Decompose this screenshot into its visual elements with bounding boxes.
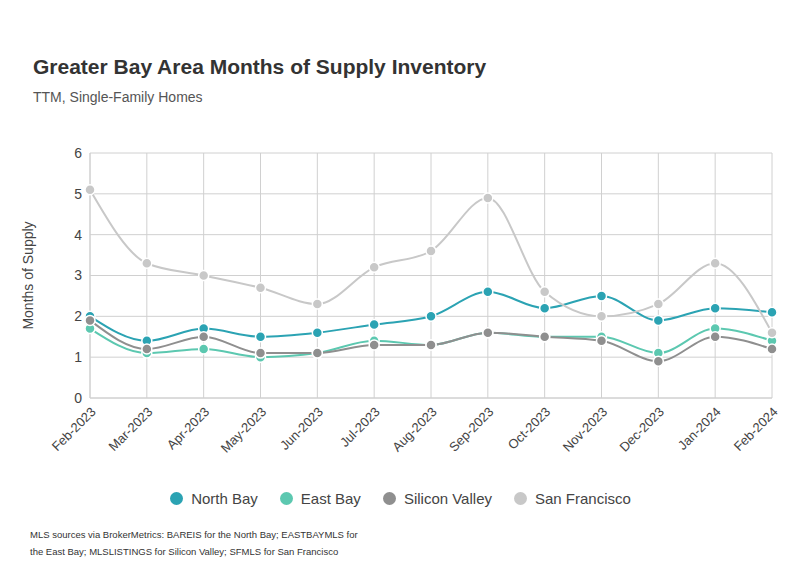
svg-text:2: 2 xyxy=(74,308,82,324)
svg-text:Nov-2023: Nov-2023 xyxy=(560,404,610,454)
svg-text:Months of Supply: Months of Supply xyxy=(20,221,36,329)
svg-text:Jun-2023: Jun-2023 xyxy=(277,404,326,453)
svg-text:3: 3 xyxy=(74,267,82,283)
html-text:TTM, Single-Family Homes: TTM, Single-Family Homes xyxy=(33,89,203,105)
html-text:East Bay: East Bay xyxy=(300,490,361,507)
html-text:Silicon Valley: Silicon Valley xyxy=(403,490,492,507)
svg-text:1: 1 xyxy=(74,349,82,365)
svg-text:Feb-2024: Feb-2024 xyxy=(731,404,781,454)
svg-text:Aug-2023: Aug-2023 xyxy=(389,404,439,454)
svg-text:Feb-2023: Feb-2023 xyxy=(49,404,99,454)
html-text:San Francisco: San Francisco xyxy=(535,490,631,507)
html-text:North Bay: North Bay xyxy=(191,490,258,507)
svg-text:Sep-2023: Sep-2023 xyxy=(446,404,496,454)
svg-text:Apr-2023: Apr-2023 xyxy=(164,404,212,452)
svg-text:Mar-2023: Mar-2023 xyxy=(106,404,156,454)
svg-text:Oct-2023: Oct-2023 xyxy=(505,404,553,452)
svg-text:5: 5 xyxy=(74,186,82,202)
svg-text:May-2023: May-2023 xyxy=(218,404,269,455)
svg-text:4: 4 xyxy=(74,227,82,243)
svg-text:Jul-2023: Jul-2023 xyxy=(337,404,383,450)
svg-text:0: 0 xyxy=(74,390,82,406)
html-text:Greater Bay Area Months of Sup: Greater Bay Area Months of Supply Invent… xyxy=(33,55,487,78)
svg-text:Dec-2023: Dec-2023 xyxy=(617,404,667,454)
svg-text:Jan-2024: Jan-2024 xyxy=(675,404,724,453)
html-text:MLS sources via BrokerMetrics:: MLS sources via BrokerMetrics: BAREIS fo… xyxy=(30,529,358,557)
svg-text:6: 6 xyxy=(74,145,82,161)
